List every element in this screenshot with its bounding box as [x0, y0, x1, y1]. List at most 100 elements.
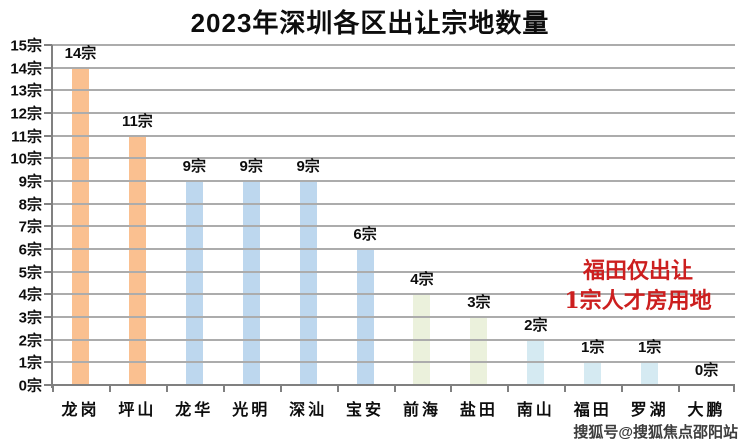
y-tick-label: 0宗 — [18, 377, 42, 395]
annotation-line: 1宗人才房用地 — [564, 288, 712, 314]
bar — [242, 181, 260, 385]
watermark-text: 搜狐号@搜狐焦点邵阳站 — [573, 424, 738, 441]
bar-value-label: 11宗 — [121, 112, 153, 130]
gridline — [52, 89, 735, 92]
y-tick-mark — [44, 384, 52, 386]
x-category-label: 深汕 — [289, 402, 328, 419]
y-axis-labels: 0宗 1宗 2宗 3宗 4宗 5宗 6宗 7宗 8宗 9宗 10宗 11宗 12宗 13宗 14宗 15宗 — [0, 38, 44, 395]
y-tick-mark — [44, 361, 52, 364]
y-tick-mark — [44, 202, 52, 205]
x-axis-labels: 龙岗 坪山 龙华 光明 深汕 宝安 前海 盐田 南山 福田 罗湖 大鹏 — [52, 385, 735, 425]
x-tick-mark — [564, 385, 567, 392]
y-tick-mark — [44, 316, 52, 318]
x-tick-mark — [621, 385, 624, 392]
bar-value-label: 9宗 — [239, 158, 263, 175]
bar — [185, 181, 203, 385]
chart-title: 2023年深圳各区出让宗地数量 — [190, 8, 550, 38]
x-tick-mark — [336, 385, 339, 392]
gridline — [52, 112, 735, 114]
x-tick-mark — [393, 385, 396, 392]
gridline — [52, 248, 735, 250]
bar-value-label: 4宗 — [410, 271, 434, 289]
x-tick-mark — [733, 385, 735, 392]
y-tick-label: 3宗 — [18, 309, 42, 327]
y-tick-label: 7宗 — [18, 218, 42, 236]
y-tick-label: 11宗 — [11, 128, 42, 146]
gridline — [52, 44, 735, 46]
x-category-label: 坪山 — [118, 402, 157, 419]
y-tick-mark — [44, 270, 52, 273]
y-tick-label: 5宗 — [18, 264, 42, 282]
x-tick-mark — [450, 385, 453, 392]
x-tick-mark — [52, 385, 54, 392]
gridline — [52, 338, 735, 341]
bar-value-label: 1宗 — [637, 339, 662, 357]
gridline — [52, 180, 735, 182]
bar-value-label: 6宗 — [353, 226, 377, 243]
y-axis-line — [51, 45, 53, 389]
y-tick-mark — [44, 180, 52, 182]
y-tick-mark — [44, 134, 52, 137]
y-tick-label: 14宗 — [10, 60, 42, 78]
y-tick-label: 10宗 — [10, 150, 42, 168]
x-tick-mark — [165, 385, 168, 392]
gridline — [52, 157, 735, 160]
bar-value-label: 1宗 — [581, 339, 605, 357]
x-category-label: 南山 — [516, 402, 555, 419]
bar-value-label: 0宗 — [694, 362, 719, 379]
bar — [584, 362, 602, 385]
gridline — [52, 225, 735, 228]
y-tick-label: 2宗 — [18, 332, 42, 350]
bar-value-label: 14宗 — [64, 44, 97, 62]
bar — [641, 362, 659, 385]
x-category-label: 福田 — [573, 402, 612, 419]
y-tick-label: 12宗 — [10, 105, 42, 123]
x-category-label: 前海 — [402, 402, 441, 419]
gridline — [52, 270, 735, 273]
y-tick-label: 13宗 — [10, 82, 42, 100]
gridline — [52, 293, 735, 296]
x-category-label: 光明 — [232, 402, 271, 419]
y-tick-label: 8宗 — [18, 196, 42, 214]
x-tick-mark — [108, 385, 111, 392]
x-tick-mark — [678, 385, 681, 392]
y-tick-mark — [44, 44, 52, 46]
y-tick-mark — [44, 338, 52, 341]
gridline — [52, 66, 735, 69]
y-tick-mark — [44, 248, 52, 250]
x-category-label: 盐田 — [459, 402, 498, 419]
x-category-label: 大鹏 — [687, 402, 726, 419]
bar-value-label: 3宗 — [467, 294, 491, 311]
y-tick-label: 15宗 — [10, 37, 42, 55]
x-tick-mark — [279, 385, 282, 392]
x-category-label: 龙岗 — [61, 402, 100, 419]
plot-area: 14宗 11宗 9宗 9宗 9宗 6宗 4宗 3宗 2宗 1宗 1宗 0宗 — [44, 44, 735, 392]
bar-value-label: 2宗 — [524, 316, 548, 334]
annotation-line: 福田仅出让 — [582, 258, 693, 284]
y-tick-mark — [44, 157, 52, 160]
y-tick-mark — [44, 89, 52, 92]
gridline — [52, 361, 735, 364]
y-tick-label: 4宗 — [18, 286, 42, 304]
bar-value-label: 9宗 — [296, 158, 320, 175]
bar — [299, 181, 317, 385]
x-tick-mark — [507, 385, 510, 392]
y-tick-mark — [44, 66, 52, 69]
y-tick-mark — [44, 112, 52, 114]
x-category-label: 宝安 — [346, 402, 385, 419]
y-tick-mark — [44, 293, 52, 296]
y-tick-label: 6宗 — [18, 241, 42, 259]
x-category-label: 罗湖 — [630, 402, 669, 419]
y-tick-label: 1宗 — [18, 354, 42, 372]
bar — [470, 317, 488, 385]
x-tick-mark — [222, 385, 225, 392]
gridline — [52, 202, 735, 205]
annotation-futian-note: 福田仅出让 1宗人才房用地 — [538, 256, 738, 316]
bar — [128, 135, 146, 385]
gridline — [52, 316, 735, 318]
x-category-label: 龙华 — [175, 402, 214, 419]
gridline — [52, 134, 735, 137]
bar-value-label: 9宗 — [182, 158, 206, 175]
y-tick-mark — [44, 225, 52, 228]
